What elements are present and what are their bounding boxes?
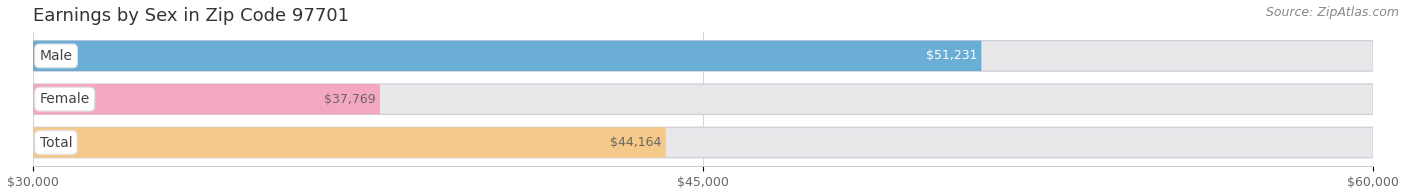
Text: Total: Total — [39, 135, 72, 150]
Text: $37,769: $37,769 — [325, 93, 375, 106]
FancyBboxPatch shape — [32, 84, 1374, 114]
FancyBboxPatch shape — [32, 41, 1374, 71]
Text: $44,164: $44,164 — [610, 136, 662, 149]
Text: Earnings by Sex in Zip Code 97701: Earnings by Sex in Zip Code 97701 — [32, 7, 349, 25]
Text: Male: Male — [39, 49, 73, 63]
FancyBboxPatch shape — [32, 127, 665, 158]
FancyBboxPatch shape — [32, 41, 981, 71]
Text: Source: ZipAtlas.com: Source: ZipAtlas.com — [1265, 6, 1399, 19]
Text: $51,231: $51,231 — [925, 49, 977, 62]
FancyBboxPatch shape — [32, 84, 380, 114]
FancyBboxPatch shape — [32, 127, 1374, 158]
Text: Female: Female — [39, 92, 90, 106]
